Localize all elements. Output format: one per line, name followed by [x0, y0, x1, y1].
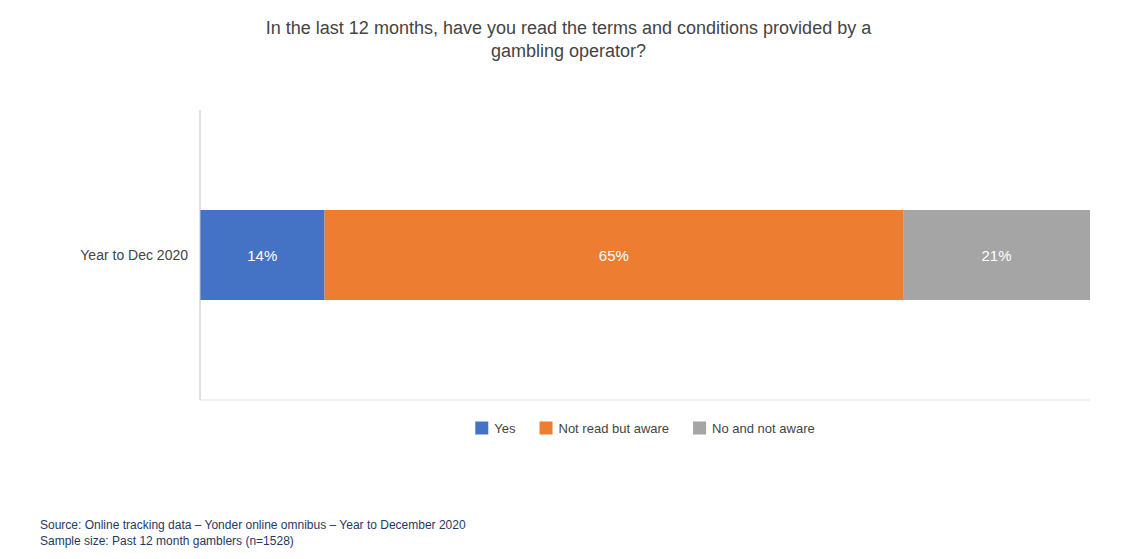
legend-item: Yes	[475, 421, 516, 436]
x-axis-line	[200, 400, 1090, 401]
bar-segment	[200, 210, 325, 300]
data-labels: 14% 65% 21%	[247, 247, 1011, 264]
y-tick-label: Year to Dec 2020	[80, 247, 188, 263]
legend-label: Not read but aware	[559, 421, 670, 436]
data-label: 14%	[247, 247, 277, 264]
legend-item: No and not aware	[693, 421, 815, 436]
chart-svg: In the last 12 months, have you read the…	[0, 0, 1137, 559]
bar-segment	[903, 210, 1090, 300]
data-label: 65%	[599, 247, 629, 264]
title: In the last 12 months, have you read the…	[266, 18, 872, 61]
source-line: Sample size: Past 12 month gamblers (n=1…	[40, 534, 294, 548]
legend: Yes Not read but aware No and not aware	[475, 421, 814, 436]
data-label: 21%	[982, 247, 1012, 264]
title-line: In the last 12 months, have you read the…	[266, 18, 872, 38]
legend-swatch	[693, 422, 706, 435]
chart-container: In the last 12 months, have you read the…	[0, 0, 1137, 559]
legend-swatch	[475, 422, 488, 435]
legend-swatch	[540, 422, 553, 435]
legend-label: No and not aware	[712, 421, 815, 436]
y-axis-line	[200, 110, 201, 400]
axes: Year to Dec 2020	[80, 110, 1090, 400]
title-line: gambling operator?	[491, 41, 646, 61]
bars	[200, 210, 1090, 300]
source-note: Source: Online tracking data – Yonder on…	[40, 518, 466, 548]
bar-segment	[325, 210, 904, 300]
legend-item: Not read but aware	[540, 421, 670, 436]
source-line: Source: Online tracking data – Yonder on…	[40, 518, 466, 532]
annotations: Source: Online tracking data – Yonder on…	[40, 518, 466, 548]
legend-label: Yes	[494, 421, 516, 436]
